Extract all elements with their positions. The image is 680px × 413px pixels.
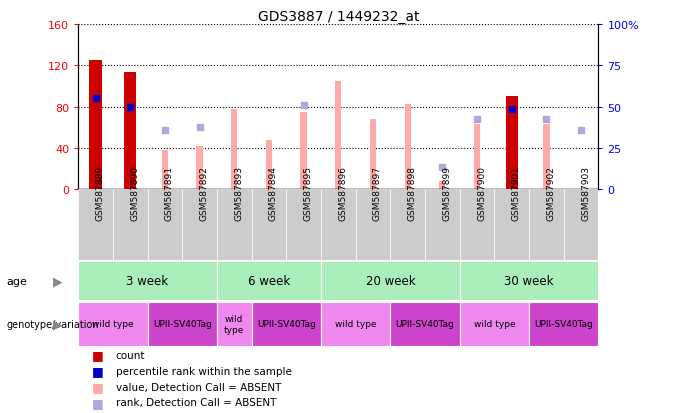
Text: count: count (116, 350, 145, 360)
Text: GSM587889: GSM587889 (95, 166, 105, 221)
Bar (390, 302, 460, 346)
Bar (460, 261, 598, 301)
Bar (113, 190, 148, 260)
Bar (390, 190, 425, 260)
Bar (124, 74, 136, 190)
Bar (286, 190, 321, 260)
Text: value, Detection Call = ABSENT: value, Detection Call = ABSENT (116, 382, 281, 392)
Bar (460, 302, 529, 346)
Text: UPII-SV40Tag: UPII-SV40Tag (153, 320, 211, 329)
Text: GSM587895: GSM587895 (303, 166, 313, 221)
Text: age: age (7, 276, 28, 286)
Bar (425, 190, 460, 260)
Bar (474, 125, 480, 190)
Text: GSM587899: GSM587899 (442, 166, 452, 221)
Text: ■: ■ (92, 364, 103, 377)
Text: ■: ■ (92, 396, 103, 409)
Text: GSM587893: GSM587893 (234, 166, 243, 221)
Bar (460, 190, 494, 260)
Bar (252, 302, 321, 346)
Text: GSM587894: GSM587894 (269, 166, 278, 221)
Text: rank, Detection Call = ABSENT: rank, Detection Call = ABSENT (116, 397, 276, 407)
Text: ■: ■ (92, 380, 103, 393)
Text: GSM587901: GSM587901 (511, 166, 521, 221)
Text: 20 week: 20 week (366, 274, 415, 287)
Bar (543, 125, 549, 190)
Bar (356, 190, 390, 260)
Bar (162, 151, 168, 190)
Bar (494, 190, 529, 260)
Text: UPII-SV40Tag: UPII-SV40Tag (534, 320, 593, 329)
Text: UPII-SV40Tag: UPII-SV40Tag (396, 320, 454, 329)
Bar (78, 190, 113, 260)
Text: GSM587900: GSM587900 (477, 166, 486, 221)
Text: GSM587902: GSM587902 (546, 166, 556, 221)
Bar (90, 61, 101, 190)
Bar (148, 190, 182, 260)
Bar (405, 104, 411, 190)
Text: GSM587897: GSM587897 (373, 166, 382, 221)
Bar (252, 190, 286, 260)
Bar (217, 261, 321, 301)
Bar (231, 109, 237, 190)
Text: GSM587896: GSM587896 (338, 166, 347, 221)
Text: GSM587903: GSM587903 (581, 166, 590, 221)
Bar (506, 97, 517, 190)
Bar (217, 190, 252, 260)
Text: genotype/variation: genotype/variation (7, 319, 99, 329)
Bar (266, 140, 272, 190)
Bar (529, 190, 564, 260)
Bar (529, 302, 598, 346)
Text: wild type: wild type (473, 320, 515, 329)
Bar (321, 302, 390, 346)
Text: UPII-SV40Tag: UPII-SV40Tag (257, 320, 316, 329)
Text: GSM587898: GSM587898 (407, 166, 417, 221)
Bar (182, 190, 217, 260)
Bar (301, 113, 307, 190)
Text: ■: ■ (92, 349, 103, 362)
Text: 30 week: 30 week (505, 274, 554, 287)
Text: wild type: wild type (92, 320, 134, 329)
Title: GDS3887 / 1449232_at: GDS3887 / 1449232_at (258, 10, 419, 24)
Bar (321, 190, 356, 260)
Bar (370, 120, 376, 190)
Bar (439, 182, 445, 190)
Text: 6 week: 6 week (248, 274, 290, 287)
Bar (78, 302, 148, 346)
Text: wild type: wild type (335, 320, 377, 329)
Bar (335, 82, 341, 190)
Bar (78, 261, 217, 301)
Bar (564, 190, 598, 260)
Text: GSM587890: GSM587890 (130, 166, 139, 221)
Bar (197, 147, 203, 190)
Text: 3 week: 3 week (126, 274, 169, 287)
Bar (217, 302, 252, 346)
Text: wild
type: wild type (224, 315, 244, 334)
Bar (148, 302, 217, 346)
Text: GSM587891: GSM587891 (165, 166, 174, 221)
Bar (321, 261, 460, 301)
Text: GSM587892: GSM587892 (200, 166, 209, 221)
Text: ▶: ▶ (53, 274, 63, 287)
Text: percentile rank within the sample: percentile rank within the sample (116, 366, 292, 376)
Text: ▶: ▶ (53, 318, 63, 331)
